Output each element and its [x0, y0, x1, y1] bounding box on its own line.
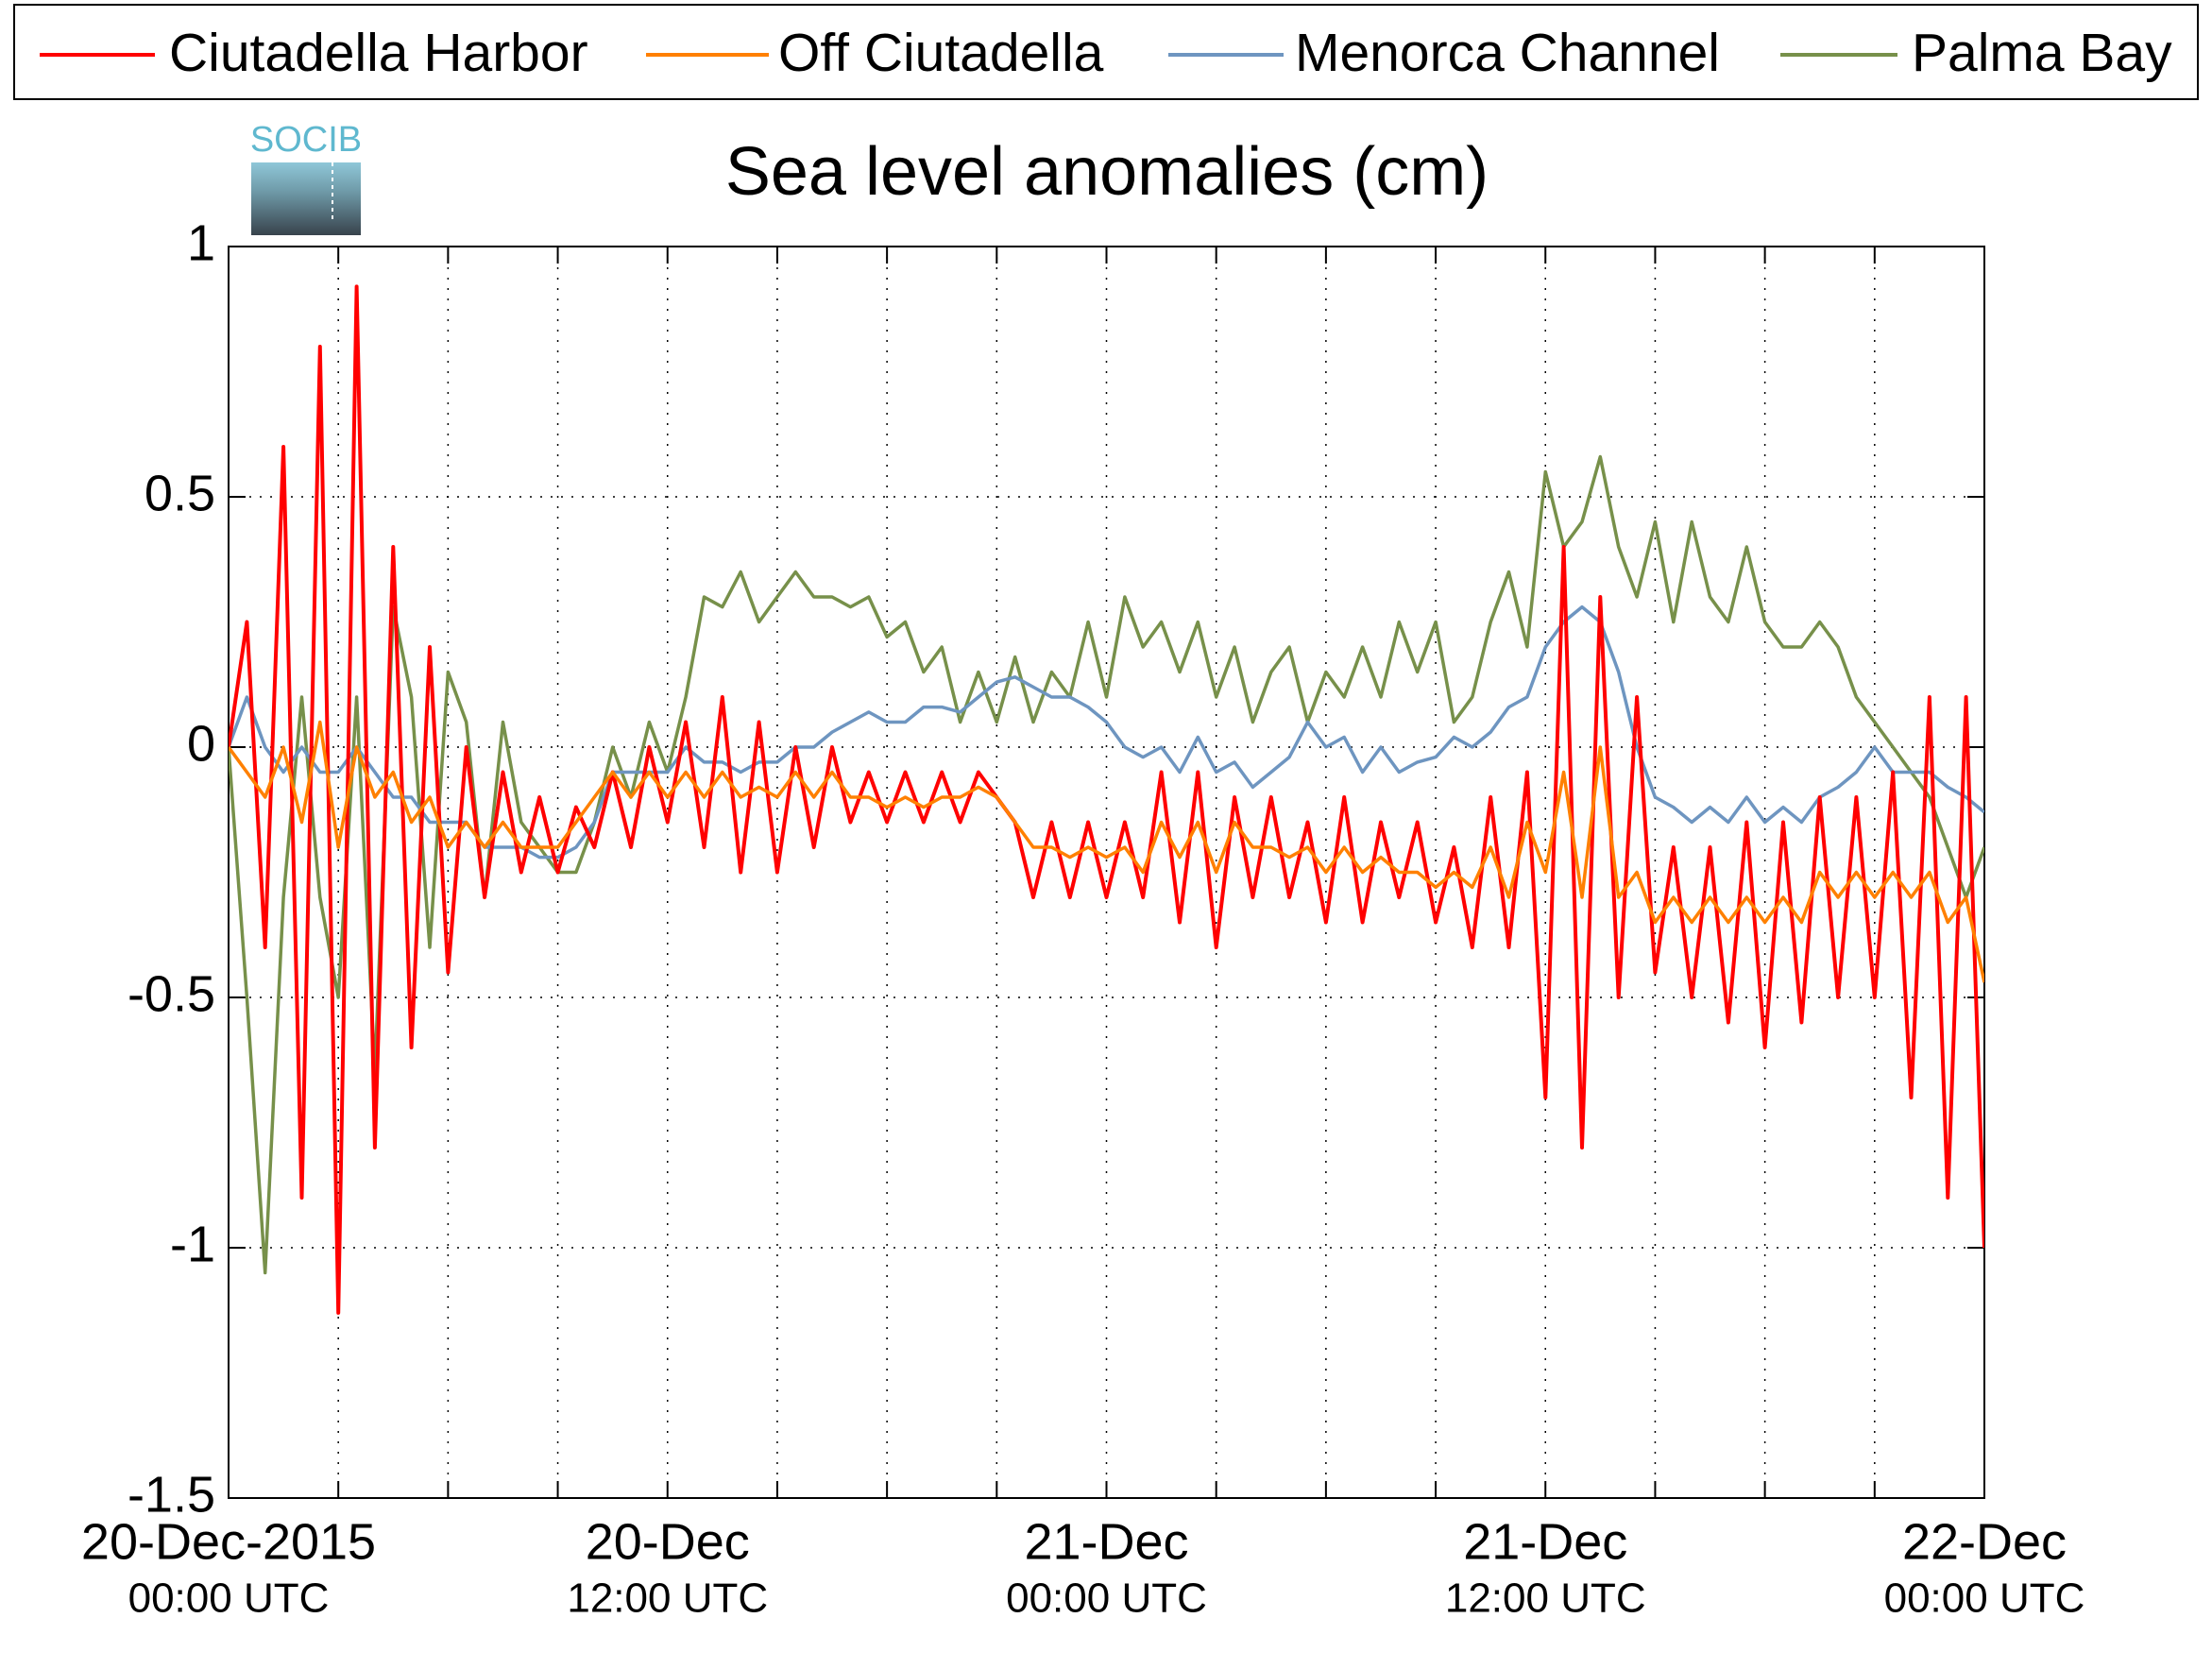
x-tick-sublabel: 00:00 UTC: [128, 1575, 330, 1622]
x-tick-sublabel: 12:00 UTC: [1445, 1575, 1646, 1622]
x-tick-label: 20-Dec-2015: [81, 1513, 376, 1570]
series-line: [229, 720, 1984, 983]
series-line: [229, 454, 1984, 1275]
legend-label: Ciutadella Harbor: [169, 23, 588, 83]
y-tick-label: 1: [187, 214, 215, 271]
x-tick-label: 21-Dec: [1024, 1513, 1188, 1570]
legend-box: [13, 4, 2199, 100]
legend-label: Off Ciutadella: [778, 23, 1104, 83]
legend-label: Menorca Channel: [1295, 23, 1720, 83]
y-tick-label: -1: [170, 1216, 215, 1272]
logo: SOCIB: [250, 120, 362, 235]
legend-label: Palma Bay: [1912, 23, 2172, 83]
y-tick-label: -0.5: [128, 965, 215, 1022]
logo-text: SOCIB: [250, 120, 362, 160]
y-tick-label: 0.5: [145, 465, 215, 521]
logo-image: [251, 162, 361, 235]
x-tick-label: 22-Dec: [1902, 1513, 2067, 1570]
series-line: [229, 284, 1984, 1315]
plot-lines: [229, 284, 1984, 1315]
chart-title: Sea level anomalies (cm): [725, 134, 1489, 210]
x-tick-sublabel: 00:00 UTC: [1006, 1575, 1207, 1622]
y-tick-label: 0: [187, 715, 215, 772]
x-tick-sublabel: 12:00 UTC: [567, 1575, 768, 1622]
y-tick-label: -1.5: [128, 1466, 215, 1523]
x-tick-sublabel: 00:00 UTC: [1884, 1575, 2085, 1622]
x-tick-label: 21-Dec: [1463, 1513, 1627, 1570]
x-tick-label: 20-Dec: [586, 1513, 750, 1570]
